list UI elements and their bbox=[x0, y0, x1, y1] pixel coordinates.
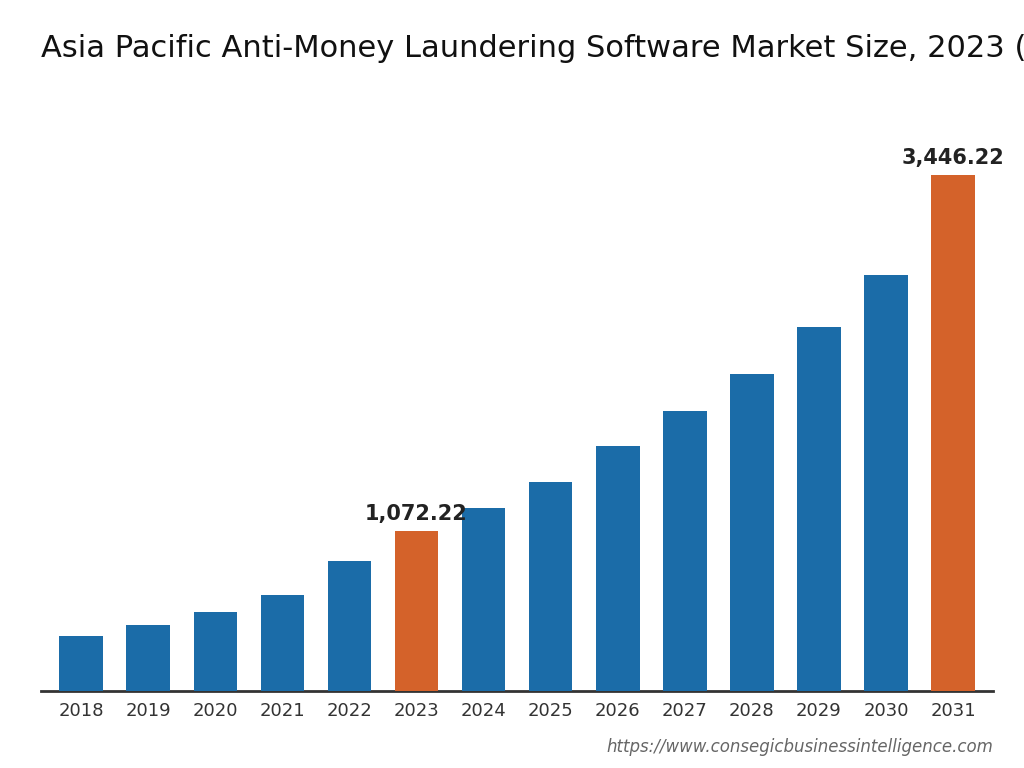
Bar bbox=[596, 445, 640, 691]
Text: 3,446.22: 3,446.22 bbox=[902, 148, 1005, 168]
Bar bbox=[931, 175, 975, 691]
Bar bbox=[864, 275, 907, 691]
Bar bbox=[730, 374, 774, 691]
Bar bbox=[797, 327, 841, 691]
Bar bbox=[127, 625, 170, 691]
Bar bbox=[260, 595, 304, 691]
Bar bbox=[194, 612, 238, 691]
Text: Asia Pacific Anti-Money Laundering Software Market Size, 2023 (USD Million): Asia Pacific Anti-Money Laundering Softw… bbox=[41, 35, 1024, 64]
Text: 1,072.22: 1,072.22 bbox=[366, 504, 468, 524]
Bar bbox=[394, 531, 438, 691]
Bar bbox=[462, 508, 506, 691]
Bar bbox=[59, 636, 103, 691]
Bar bbox=[328, 561, 372, 691]
Text: https://www.consegicbusinessintelligence.com: https://www.consegicbusinessintelligence… bbox=[606, 739, 993, 756]
Bar bbox=[663, 411, 707, 691]
Bar bbox=[528, 482, 572, 691]
